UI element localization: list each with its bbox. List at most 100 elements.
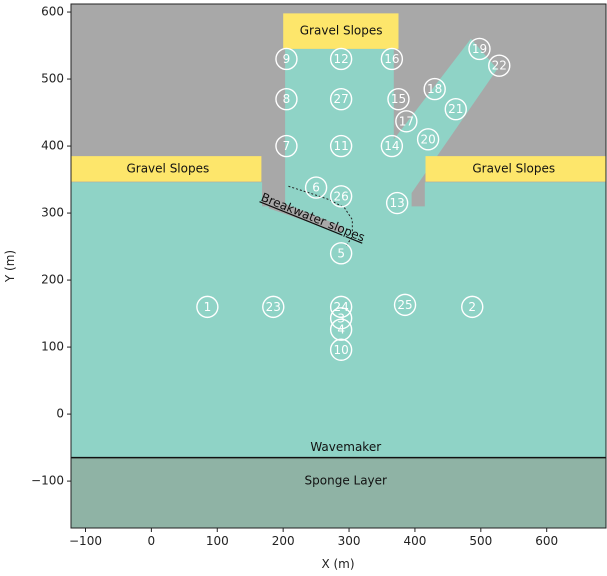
y-axis: −100 0 100 200 300 400 500 600 (31, 5, 71, 488)
x-tick-label: 300 (338, 534, 361, 548)
gauge-marker (329, 318, 353, 341)
gauge-point: 22 (488, 54, 511, 77)
gauge-point: 25 (393, 293, 417, 317)
gauge-point: 14 (380, 134, 404, 158)
sponge-layer-region (71, 457, 606, 528)
y-tick-label: 100 (41, 340, 64, 354)
gauge-label: 27 (333, 92, 348, 106)
x-tick-label: 500 (469, 534, 492, 548)
y-tick-label: 300 (41, 206, 64, 220)
y-tick-label: 400 (41, 139, 64, 153)
gauge-marker (275, 134, 298, 158)
y-tick-label: 200 (41, 273, 64, 287)
gauge-point: 1 (196, 295, 219, 319)
gauge-marker (468, 37, 491, 61)
gauge-point: 2 (461, 295, 484, 319)
gauge-point: 7 (275, 134, 298, 158)
gauge-label: 6 (312, 181, 320, 195)
x-tick-label: 400 (403, 534, 426, 548)
plot-area: Gravel Slopes Gravel Slopes Gravel Slopes W… (71, 4, 606, 528)
gauge-label: 11 (333, 139, 348, 153)
gauge-point: 17 (395, 110, 418, 133)
gauge-marker (380, 47, 404, 71)
gauge-label: 22 (492, 59, 507, 73)
gauge-label: 10 (333, 343, 348, 357)
gauge-label: 18 (427, 82, 442, 96)
gauge-marker (196, 295, 219, 319)
gauge-marker (329, 87, 353, 111)
gauge-marker (304, 176, 328, 199)
gauge-label: 20 (420, 132, 435, 146)
x-tick-label: −100 (69, 534, 102, 548)
gauge-point: 6 (304, 176, 328, 199)
gauge-label: 24 (333, 300, 348, 314)
gauge-point: 19 (468, 37, 491, 61)
gauge-point: 21 (444, 98, 467, 121)
breakwater-toe-curve (288, 185, 353, 247)
gauge-label: 13 (389, 196, 404, 210)
gauge-label: 12 (333, 52, 348, 66)
gauge-label: 23 (266, 300, 281, 314)
annotation-wavemaker: Wavemaker (310, 440, 381, 454)
gauge-marker (380, 134, 404, 158)
gauge-point: 4 (329, 318, 353, 341)
gauge-label: 16 (384, 52, 399, 66)
gauge-point: 11 (329, 134, 353, 158)
gauge-marker (393, 293, 417, 317)
x-axis-label: X (m) (321, 557, 354, 571)
water-region (71, 38, 606, 458)
plot-frame (70, 3, 607, 529)
gauge-label: 15 (391, 92, 406, 106)
gauge-point: 26 (329, 185, 353, 208)
gauge-point: 15 (387, 87, 410, 111)
x-tick-label: 200 (272, 534, 295, 548)
gauge-label: 7 (283, 139, 291, 153)
gauge-point: 27 (329, 87, 353, 111)
gauge-point: 13 (385, 191, 409, 215)
gauge-point: 18 (423, 77, 446, 101)
x-axis: −100 0 100 200 300 400 500 600 (69, 528, 558, 548)
annotation-gravel-slopes: Gravel Slopes (300, 23, 383, 37)
gauge-label: 25 (397, 298, 412, 312)
gauge-point: 16 (380, 47, 404, 71)
gravel-slope-right (425, 156, 606, 182)
gauge-marker (329, 307, 353, 330)
gauge-marker (329, 242, 353, 265)
gauge-marker (275, 47, 298, 71)
gauge-label: 9 (283, 52, 291, 66)
gauge-label: 1 (204, 300, 212, 314)
gauge-marker (416, 128, 440, 151)
gauge-point: 24 (329, 295, 353, 319)
gauge-point: 23 (262, 295, 285, 319)
gauge-label: 21 (448, 102, 463, 116)
gauge-label: 14 (384, 139, 399, 153)
y-axis-label: Y (m) (3, 250, 17, 283)
gauge-label: 3 (337, 311, 345, 325)
gauge-marker (387, 87, 410, 111)
gauge-label: 5 (337, 246, 345, 260)
x-tick-label: 100 (206, 534, 229, 548)
y-tick-label: 500 (41, 72, 64, 86)
gauge-marker (444, 98, 467, 121)
gauge-label: 17 (399, 114, 414, 128)
gauge-point: 9 (275, 47, 298, 71)
annotation-gravel-slopes: Gravel Slopes (126, 161, 209, 175)
gauge-marker (329, 47, 353, 71)
y-tick-label: 600 (41, 5, 64, 19)
gauge-marker (385, 191, 409, 215)
gauge-point: 10 (329, 338, 353, 361)
gauge-label: 2 (468, 300, 476, 314)
gauge-marker (262, 295, 285, 319)
gauge-point: 8 (275, 87, 298, 111)
gauge-marker (329, 295, 353, 319)
gauge-label: 19 (472, 42, 487, 56)
gauge-label: 26 (333, 189, 348, 203)
gauge-marker (329, 338, 353, 361)
gauge-point: 3 (329, 307, 353, 330)
gauge-point: 20 (416, 128, 440, 151)
x-tick-label: 0 (148, 534, 156, 548)
gauge-label: 4 (337, 323, 345, 337)
breakwater (268, 201, 343, 233)
gauge-label: 8 (283, 92, 291, 106)
